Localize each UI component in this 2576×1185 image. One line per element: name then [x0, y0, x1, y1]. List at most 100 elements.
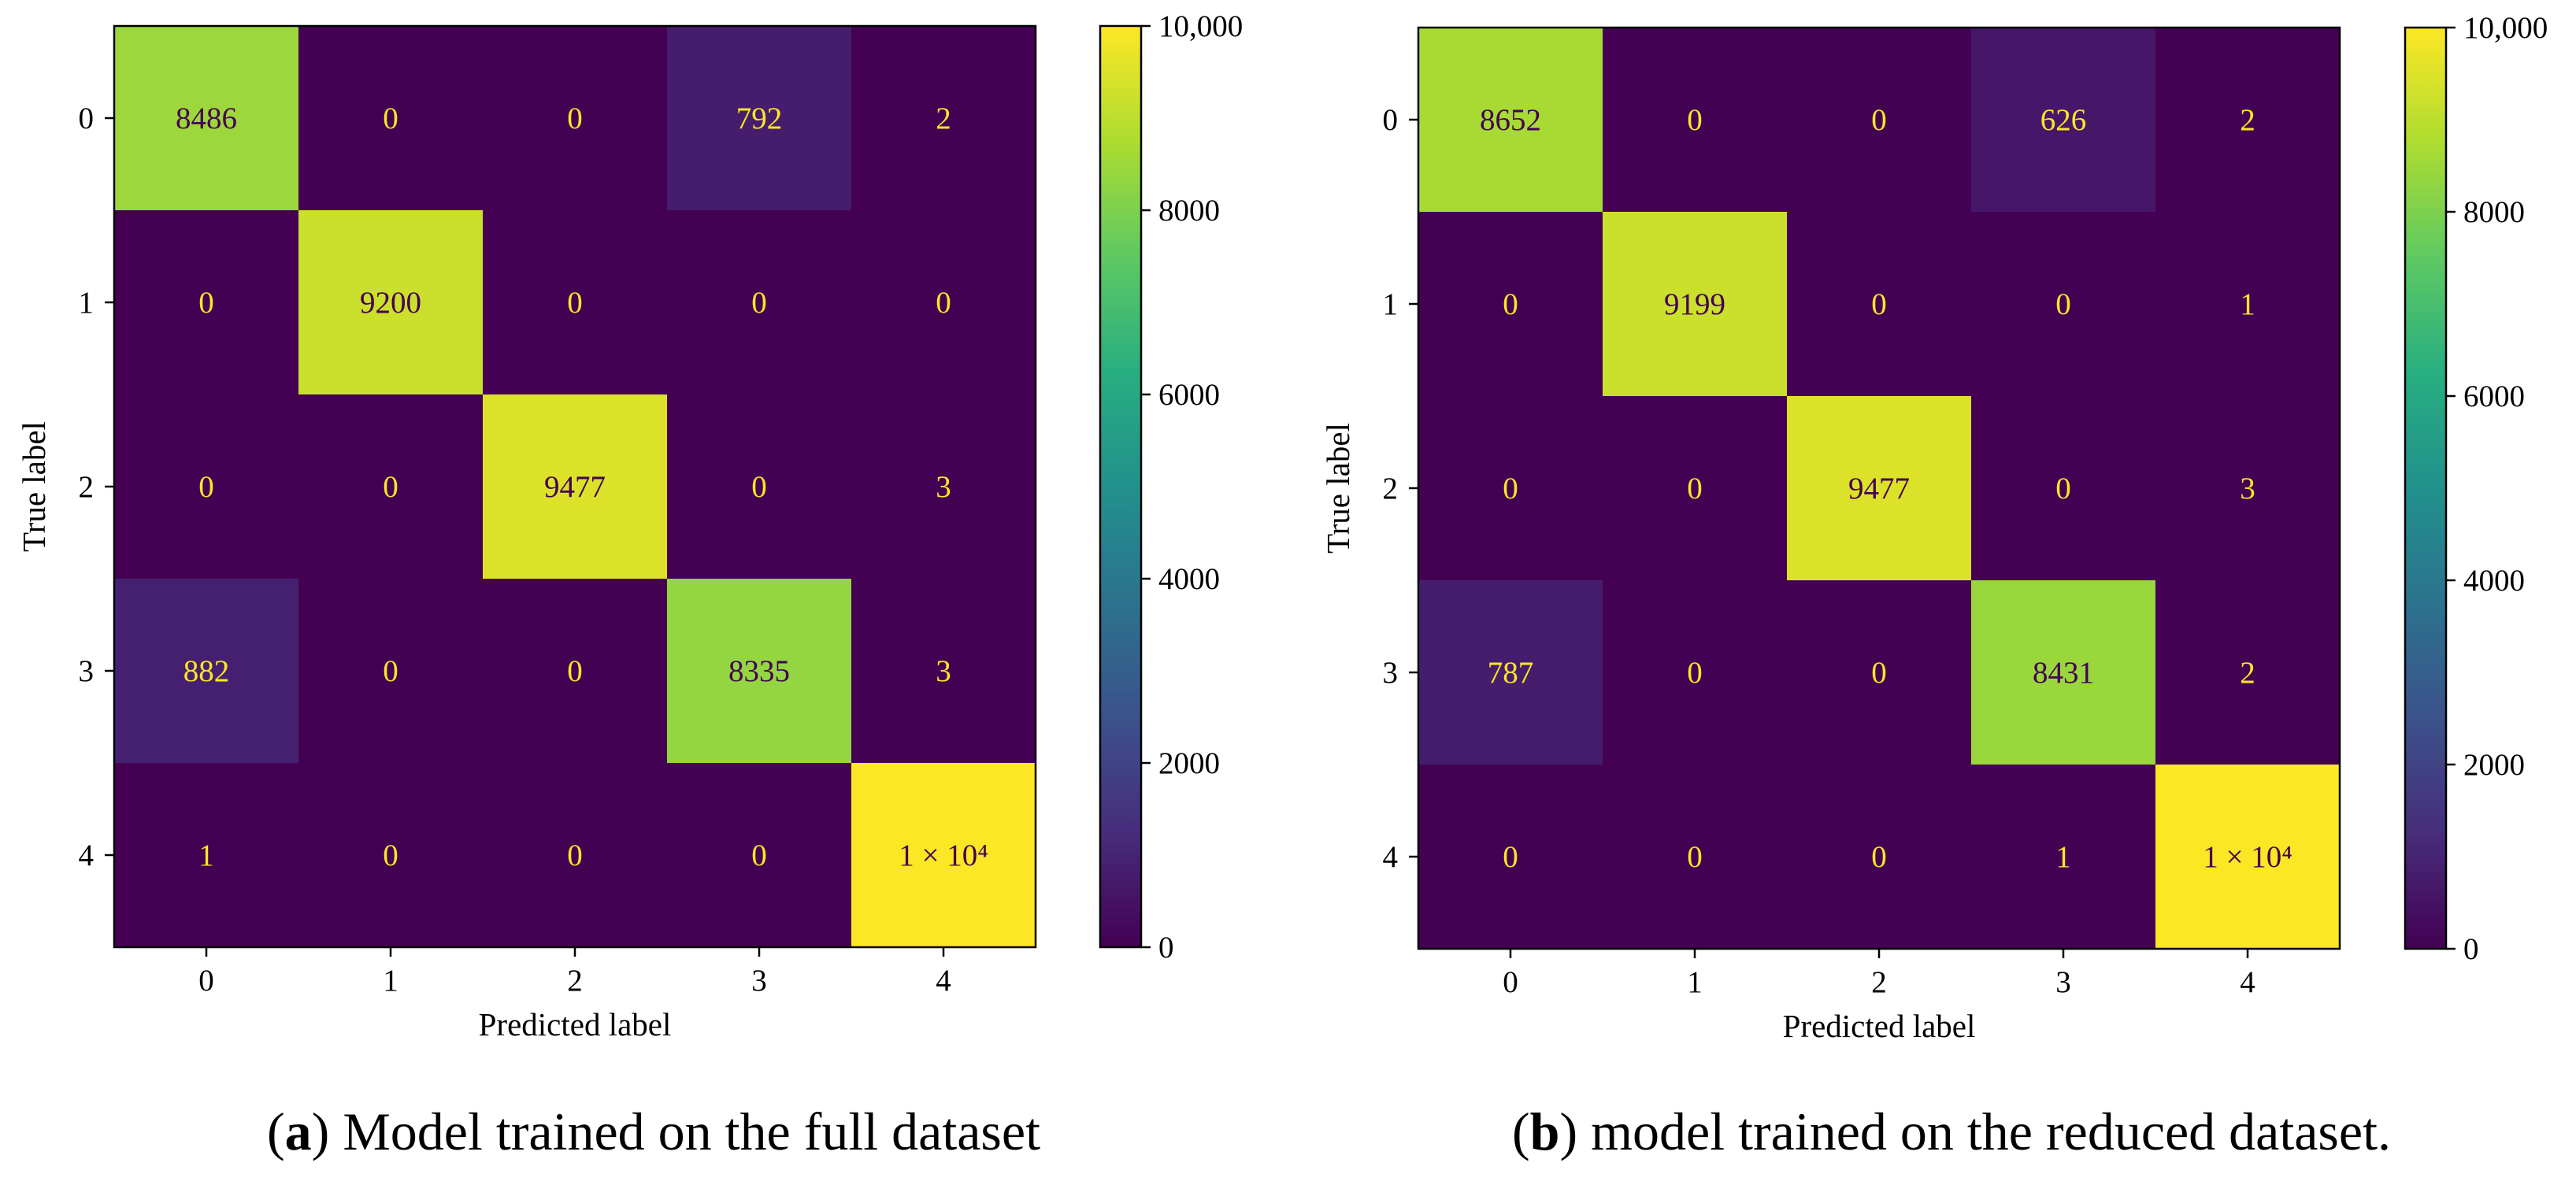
cell-label-1-0: 0 [198, 286, 214, 320]
cell-label-1-4: 1 [2240, 287, 2255, 321]
panel-letter: a [285, 1102, 312, 1161]
cell-0-3 [1971, 28, 2156, 213]
colorbar [2404, 26, 2448, 950]
cell-label-3-3: 8335 [728, 654, 790, 688]
y-tick-label-4: 4 [79, 839, 95, 872]
cell-label-0-2: 0 [1871, 103, 1887, 137]
cell-label-0-2: 0 [567, 102, 583, 135]
cell-3-1 [1603, 580, 1788, 765]
cell-3-4 [2155, 580, 2341, 765]
cell-label-0-1: 0 [1687, 103, 1703, 137]
x-tick-label-4: 4 [2240, 965, 2255, 999]
cell-label-3-4: 3 [936, 654, 951, 688]
cell-label-1-1: 9199 [1664, 287, 1725, 321]
x-tick-label-3: 3 [751, 964, 767, 998]
panel-letter: b [1530, 1102, 1560, 1161]
cell-0-1 [1603, 28, 1788, 213]
cell-label-3-2: 0 [1871, 656, 1887, 690]
cell-label-1-4: 0 [936, 286, 951, 320]
cell-label-4-1: 0 [383, 839, 398, 872]
cell-1-2 [483, 210, 668, 395]
cell-0-2 [1787, 28, 1972, 213]
colorbar [1099, 24, 1143, 949]
cell-3-2 [483, 579, 668, 764]
cell-label-1-1: 9200 [360, 286, 421, 320]
x-axis-label: Predicted label [1783, 1008, 1976, 1044]
cell-0-4 [2155, 28, 2341, 213]
y-tick-label-3: 3 [1383, 656, 1399, 690]
x-tick-label-0: 0 [198, 964, 214, 998]
cell-3-0 [114, 579, 299, 764]
colorbar-tick-label-4: 8000 [1158, 194, 1220, 228]
colorbar-tick-label-3: 6000 [2463, 380, 2525, 413]
x-axis-label: Predicted label [479, 1006, 672, 1042]
cell-0-4 [851, 26, 1036, 211]
cell-2-2 [483, 394, 668, 580]
cell-label-2-0: 0 [1503, 472, 1518, 505]
cell-label-2-3: 0 [751, 470, 767, 504]
colorbar-tick-label-2: 4000 [2463, 564, 2525, 598]
cell-label-4-4: 1 × 10⁴ [2203, 840, 2292, 874]
cell-label-3-3: 8431 [2033, 656, 2094, 690]
cell-label-1-3: 0 [2055, 287, 2071, 321]
cell-1-0 [114, 210, 299, 395]
cell-4-1 [1603, 765, 1788, 950]
y-axis-label: True label [1320, 423, 1356, 554]
cell-4-4 [2155, 765, 2341, 950]
cell-0-3 [667, 26, 852, 211]
cell-label-2-2: 9477 [1848, 472, 1910, 505]
x-tick-label-2: 2 [1871, 965, 1887, 999]
cell-4-1 [298, 763, 484, 948]
cell-2-0 [1418, 396, 1603, 581]
colorbar-tick-label-1: 2000 [2463, 748, 2525, 782]
cell-2-1 [1603, 396, 1788, 581]
cell-label-0-3: 626 [2040, 103, 2087, 137]
cell-label-2-4: 3 [936, 470, 951, 504]
cell-label-4-2: 0 [567, 839, 583, 872]
cell-label-1-3: 0 [751, 286, 767, 320]
cell-1-2 [1787, 212, 1972, 397]
y-tick-label-0: 0 [1383, 103, 1399, 137]
cell-4-4 [851, 763, 1036, 948]
caption-text: Model trained on the full dataset [343, 1102, 1040, 1161]
cell-1-0 [1418, 212, 1603, 397]
cell-1-4 [2155, 212, 2341, 397]
confusion-matrix-panel-a: 8486 0 0 792 2 0 9200 0 0 0 0 0 9477 0 3 882 0 0 8335 3 1 0 0 0… [16, 9, 1243, 1161]
cell-0-2 [483, 26, 668, 211]
panel-caption: (a) Model trained on the full dataset [267, 1102, 1040, 1161]
cell-label-0-4: 2 [2240, 103, 2255, 137]
cell-2-4 [851, 394, 1036, 580]
caption-text: model trained on the reduced dataset. [1591, 1102, 2391, 1161]
cell-label-1-2: 0 [567, 286, 583, 320]
cell-label-4-3: 1 [2055, 840, 2071, 874]
panel-caption: (b) model trained on the reduced dataset… [1512, 1102, 2391, 1161]
cell-label-2-1: 0 [383, 470, 398, 504]
y-tick-label-1: 1 [79, 286, 95, 320]
y-axis-label: True label [16, 421, 52, 552]
x-tick-label-1: 1 [1687, 965, 1703, 999]
x-tick-label-2: 2 [567, 964, 583, 998]
x-tick-label-4: 4 [936, 964, 951, 998]
cell-label-0-0: 8486 [176, 102, 237, 135]
cell-4-2 [483, 763, 668, 948]
cell-4-3 [667, 763, 852, 948]
cell-label-3-0: 882 [183, 654, 230, 688]
cell-label-0-3: 792 [736, 102, 783, 135]
colorbar-tick-label-1: 2000 [1158, 746, 1220, 780]
y-tick-label-3: 3 [79, 654, 95, 688]
cell-label-4-1: 0 [1687, 840, 1703, 874]
cell-label-3-1: 0 [383, 654, 398, 688]
cell-3-0 [1418, 580, 1603, 765]
cell-label-0-0: 8652 [1480, 103, 1541, 137]
cell-3-3 [1971, 580, 2156, 765]
cell-0-1 [298, 26, 484, 211]
cell-1-1 [1603, 212, 1788, 397]
cell-3-1 [298, 579, 484, 764]
cell-3-3 [667, 579, 852, 764]
cell-label-4-0: 1 [198, 839, 214, 872]
cell-4-0 [1418, 765, 1603, 950]
cell-label-4-4: 1 × 10⁴ [899, 839, 988, 872]
x-tick-label-3: 3 [2055, 965, 2071, 999]
colorbar-tick-label-0: 0 [1158, 931, 1174, 965]
